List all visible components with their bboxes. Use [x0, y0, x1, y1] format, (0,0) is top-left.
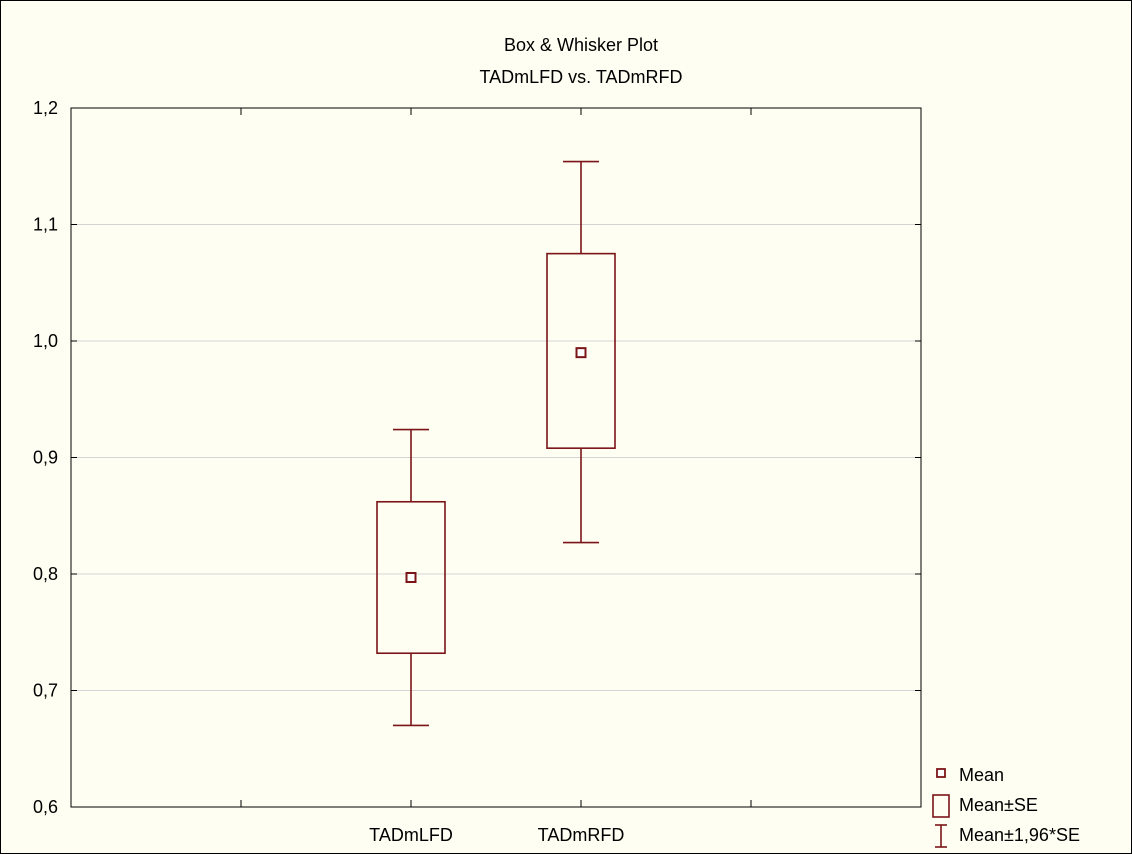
y-tick-label: 1,0	[33, 331, 58, 351]
legend-ci-label: Mean±1,96*SE	[959, 825, 1080, 845]
x-tick-label: TADmRFD	[538, 825, 625, 845]
x-axis: TADmLFD TADmRFD	[240, 108, 752, 845]
y-tick-label: 0,7	[33, 681, 58, 701]
plot-marks	[376, 160, 616, 727]
y-tick-label: 1,2	[33, 98, 58, 118]
legend-mean-label: Mean	[959, 765, 1004, 785]
y-tick-label: 0,8	[33, 564, 58, 584]
legend-mean-symbol	[936, 768, 946, 778]
y-tick-label: 1,1	[33, 215, 58, 235]
plot-area-border	[70, 107, 922, 808]
legend-se-symbol	[932, 794, 950, 818]
y-tick-label: 0,9	[33, 448, 58, 468]
grid-lines	[71, 224, 921, 691]
se-box	[546, 252, 616, 449]
mean-marker	[575, 347, 587, 359]
legend-se-label: Mean±SE	[959, 795, 1038, 815]
chart-subtitle: TADmLFD vs. TADmRFD	[480, 67, 683, 87]
chart-title: Box & Whisker Plot	[504, 35, 658, 55]
se-box	[376, 500, 446, 655]
legend: Mean Mean±SE Mean±1,96*SE	[932, 765, 1080, 848]
x-tick-label: TADmLFD	[369, 825, 453, 845]
y-tick-label: 0,6	[33, 797, 58, 817]
mean-marker	[405, 571, 417, 583]
y-axis: 0,6 0,7 0,8 0,9 1,0 1,1 1,2	[33, 98, 921, 817]
